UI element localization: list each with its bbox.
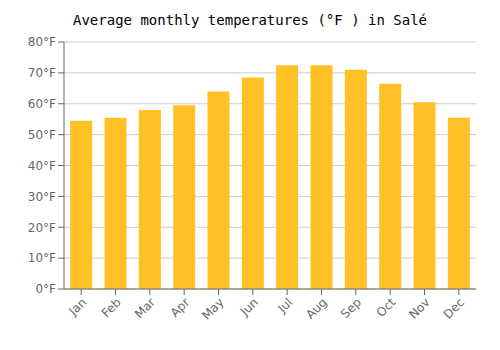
svg-text:60°F: 60°F xyxy=(28,97,56,111)
svg-text:Jun: Jun xyxy=(237,295,261,319)
svg-text:50°F: 50°F xyxy=(28,128,56,142)
svg-text:20°F: 20°F xyxy=(28,221,56,235)
svg-text:80°F: 80°F xyxy=(28,35,56,49)
svg-text:Oct: Oct xyxy=(374,295,399,320)
html-text:Average monthly temperatures (: Average monthly temperatures (°F ) in Sa… xyxy=(73,12,427,28)
svg-text:Nov: Nov xyxy=(406,295,432,321)
svg-text:70°F: 70°F xyxy=(28,66,56,80)
svg-text:Feb: Feb xyxy=(99,295,124,320)
svg-text:Sep: Sep xyxy=(338,295,364,321)
svg-text:Aug: Aug xyxy=(303,295,329,321)
svg-text:0°F: 0°F xyxy=(35,282,56,296)
svg-text:Jan: Jan xyxy=(66,295,90,319)
svg-text:40°F: 40°F xyxy=(28,159,56,173)
svg-text:Jul: Jul xyxy=(274,295,295,316)
svg-text:10°F: 10°F xyxy=(28,251,56,265)
svg-text:Mar: Mar xyxy=(132,295,158,321)
svg-text:30°F: 30°F xyxy=(28,190,56,204)
svg-text:Apr: Apr xyxy=(168,295,193,320)
svg-text:Dec: Dec xyxy=(441,295,467,321)
svg-text:May: May xyxy=(199,295,226,322)
